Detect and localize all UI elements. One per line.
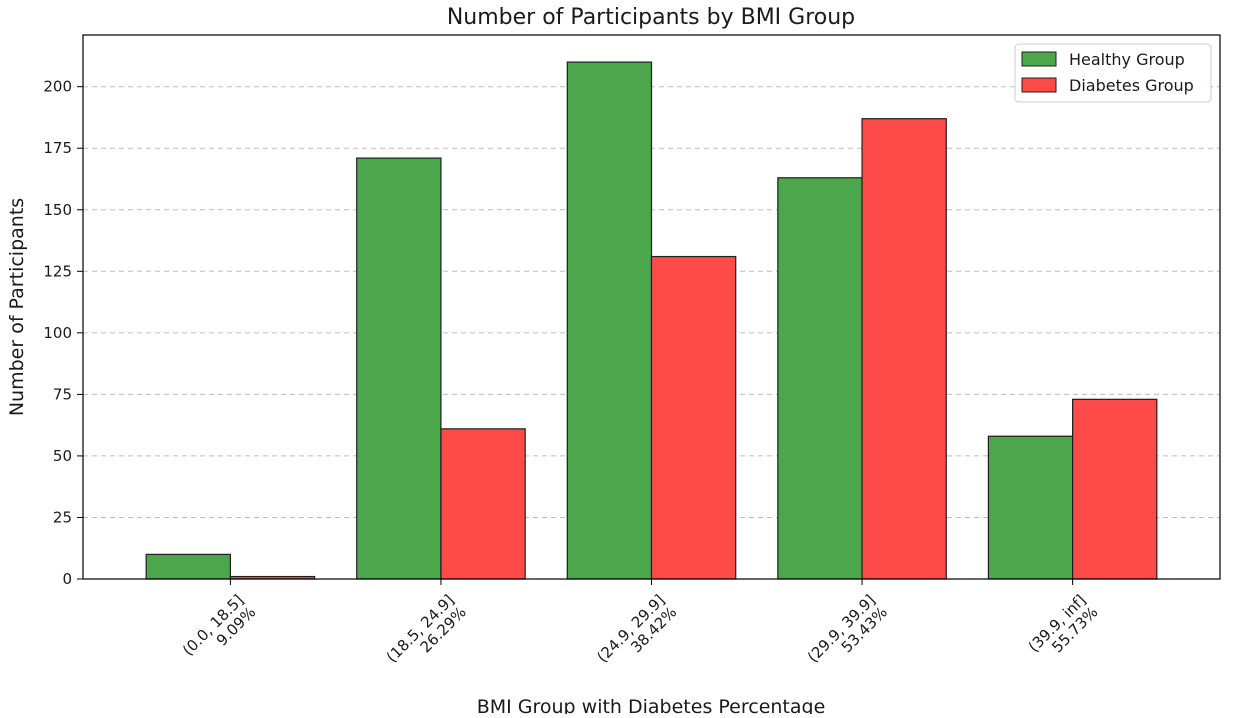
bar-healthy <box>777 177 863 580</box>
x-tick-label: (39.9, inf]55.73% <box>1025 591 1102 668</box>
legend-swatch <box>1021 51 1057 67</box>
bar-healthy <box>987 435 1074 580</box>
legend-label: Diabetes Group <box>1069 76 1194 95</box>
x-tick-label: (18.5, 24.9]26.29% <box>383 591 470 678</box>
legend-label: Healthy Group <box>1069 50 1185 69</box>
y-tick-label: 100 <box>43 324 72 342</box>
y-tick-label: 0 <box>62 570 72 588</box>
x-axis-label: BMI Group with Diabetes Percentage <box>477 696 826 714</box>
x-tick-label: (29.9, 39.9]53.43% <box>804 591 891 678</box>
y-tick-label: 175 <box>43 139 72 157</box>
y-tick-label: 25 <box>53 508 72 526</box>
y-tick-label: 150 <box>43 201 72 219</box>
x-tick-label: (0.0, 18.5]9.09% <box>179 591 259 671</box>
bar-healthy <box>356 157 442 580</box>
y-ticks: 0 25 50 75 100 125 150 175 200 <box>43 78 83 588</box>
bar-diabetes <box>861 118 947 580</box>
y-tick-label: 125 <box>43 262 72 280</box>
bar-diabetes <box>650 255 737 580</box>
x-tick-label: (24.9, 29.9]38.42% <box>593 591 680 678</box>
bar-healthy <box>145 553 231 580</box>
y-tick-label: 75 <box>53 385 72 403</box>
bar-diabetes <box>440 428 526 580</box>
legend: Healthy Group Diabetes Group <box>1014 43 1212 103</box>
y-tick-label: 50 <box>53 447 72 465</box>
bar-diabetes <box>1072 398 1158 580</box>
y-axis-label: Number of Participants <box>6 198 28 416</box>
chart-title: Number of Participants by BMI Group <box>447 5 855 30</box>
bar-healthy <box>566 61 653 580</box>
legend-box <box>1014 43 1212 103</box>
legend-swatch <box>1021 77 1057 93</box>
x-ticks: (0.0, 18.5]9.09% (18.5, 24.9]26.29% (24.9,… <box>179 579 1102 678</box>
bars <box>145 61 1158 580</box>
y-tick-label: 200 <box>43 78 72 96</box>
